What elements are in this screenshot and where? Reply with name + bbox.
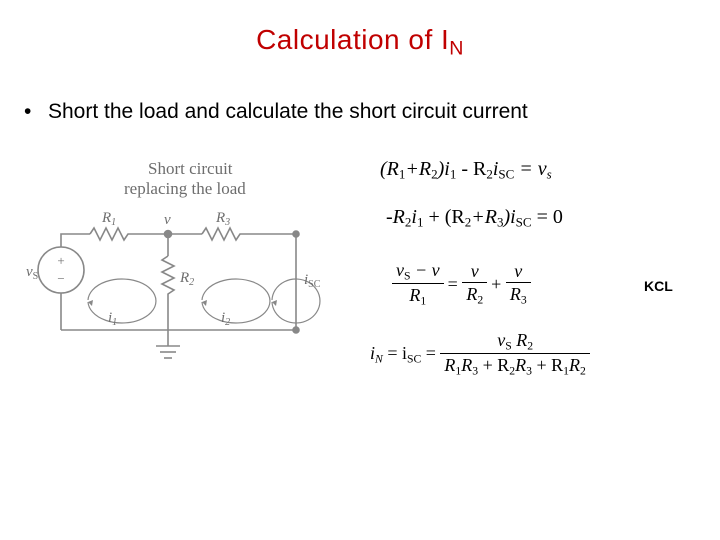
equation-3: vS − v R1 = v R2 + v R3 xyxy=(392,260,622,309)
svg-text:vS: vS xyxy=(26,264,38,282)
title-sub: N xyxy=(449,37,464,59)
title-text-pre: Calculation of I xyxy=(256,24,449,55)
bullet-item: •Short the load and calculate the short … xyxy=(0,70,720,124)
svg-text:R2: R2 xyxy=(179,270,194,288)
bullet-dot: • xyxy=(24,100,48,124)
equation-1: (R1+R2)i1 - R2iSC = vs xyxy=(380,158,552,183)
equation-4: iN = iSC = vS R2 R1R3 + R2R3 + R1R2 xyxy=(370,330,680,379)
svg-text:iSC: iSC xyxy=(304,272,321,290)
svg-text:i2: i2 xyxy=(221,310,230,328)
kcl-label: KCL xyxy=(644,278,673,294)
circuit-diagram: + − vS R1 v R3 R2 i1 i2 iSC Short circui… xyxy=(16,152,356,392)
svg-text:R3: R3 xyxy=(215,210,230,228)
content-area: + − vS R1 v R3 R2 i1 i2 iSC Short circui… xyxy=(0,152,720,532)
svg-text:i1: i1 xyxy=(108,310,117,328)
svg-text:R1: R1 xyxy=(101,210,116,228)
svg-text:−: − xyxy=(57,271,64,286)
equation-2: -R2i1 + (R2+R3)iSC = 0 xyxy=(386,206,563,231)
svg-text:+: + xyxy=(57,253,64,268)
circuit-strokes xyxy=(38,228,320,358)
svg-text:v: v xyxy=(164,212,171,228)
bullet-text: Short the load and calculate the short c… xyxy=(48,100,528,123)
slide-title: Calculation of IN xyxy=(0,0,720,70)
circuit-caption-l1: Short circuit xyxy=(148,159,233,178)
circuit-caption-l2: replacing the load xyxy=(124,179,246,198)
